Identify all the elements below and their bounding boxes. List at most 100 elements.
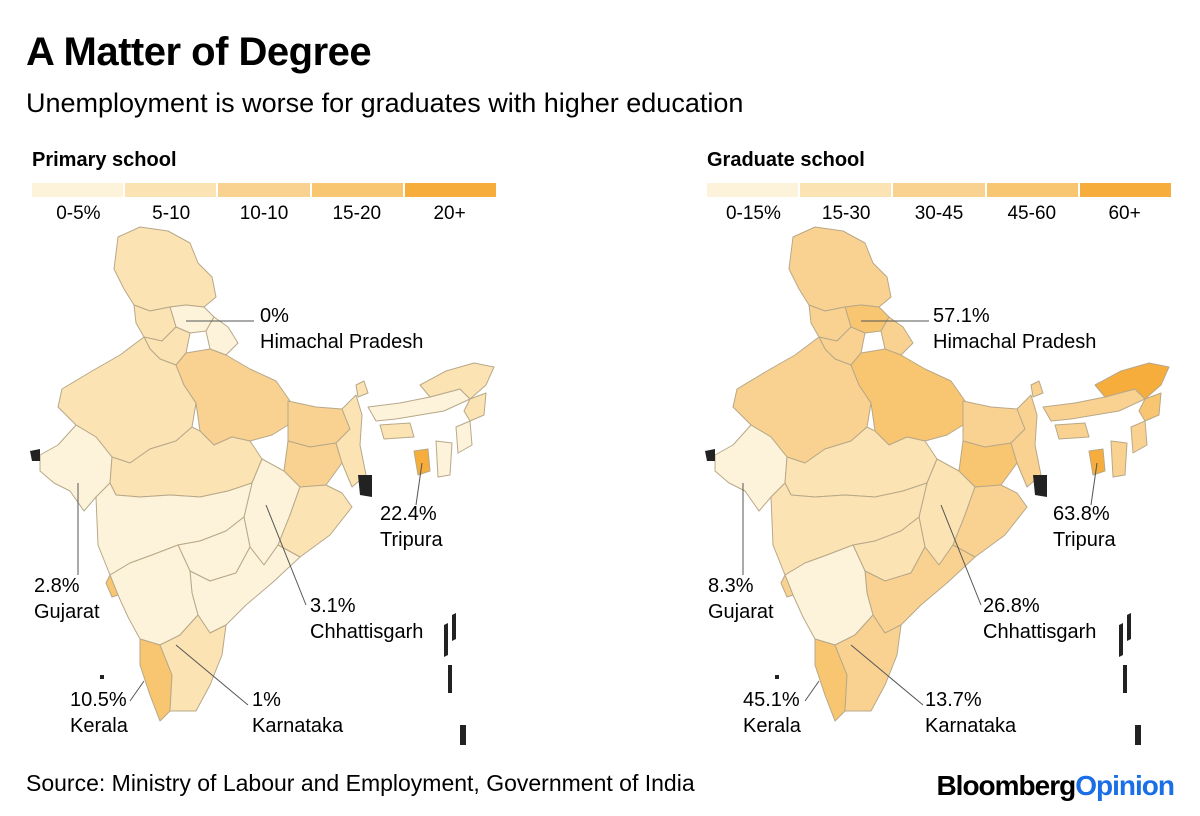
callout-state: Gujarat: [34, 601, 100, 623]
state-meghalaya: [379, 422, 415, 440]
state-tamil-nadu: [834, 614, 902, 712]
primary-school-map: [0, 145, 520, 765]
state-sikkim: [355, 380, 369, 398]
callout-tripura: 63.8% Tripura: [1053, 501, 1116, 553]
callout-value: 8.3%: [708, 575, 754, 597]
callout-state: Chhattisgarh: [310, 621, 424, 643]
callout-value: 1%: [252, 689, 281, 711]
callout-value: 2.8%: [34, 575, 80, 597]
legend-label: 15-30: [821, 203, 871, 224]
callout-chhattisgarh: 26.8% Chhattisgarh: [983, 593, 1096, 645]
state-uttar-pradesh: [175, 348, 291, 446]
state-jammu-kashmir: [113, 226, 217, 312]
callout-leaders-primary: [77, 320, 423, 706]
state-nagaland: [463, 392, 487, 422]
chart-subtitle: Unemployment is worse for graduates with…: [26, 88, 744, 118]
callout-value: 26.8%: [983, 595, 1040, 617]
legend-label: 15-20: [332, 203, 382, 224]
graduate-school-title: Graduate school: [707, 149, 865, 171]
legend-swatch-2: [800, 183, 892, 197]
callout-value: 45.1%: [743, 689, 800, 711]
state-goa: [780, 574, 794, 598]
callout-state: Himachal Pradesh: [260, 331, 424, 353]
legend-swatch-5: [404, 183, 497, 197]
legend-swatch-1: [32, 183, 124, 197]
state-manipur: [455, 420, 473, 454]
state-arunachal: [1094, 362, 1170, 400]
brand-part-1: Bloomberg: [936, 770, 1076, 801]
callout-value: 0%: [260, 305, 289, 327]
primary-school-map-panel: Primary school 0-5% 5-10 10-10 15-20 20+…: [0, 145, 500, 765]
callout-tripura: 22.4% Tripura: [380, 501, 443, 553]
callout-value: 22.4%: [380, 503, 437, 525]
primary-legend-labels: 0-5% 5-10 10-10 15-20 20+: [32, 203, 496, 225]
graduate-school-map: [675, 145, 1195, 765]
callout-value: 13.7%: [925, 689, 982, 711]
graduate-legend-labels: 0-15% 15-30 30-45 45-60 60+: [707, 203, 1171, 225]
state-mizoram: [435, 440, 453, 478]
callout-state: Chhattisgarh: [983, 621, 1097, 643]
callout-kerala: 10.5% Kerala: [70, 687, 128, 739]
legend-label: 0-5%: [56, 203, 101, 224]
legend-swatch-3: [893, 183, 985, 197]
callout-state: Kerala: [70, 715, 128, 737]
callout-kerala: 45.1% Kerala: [743, 687, 801, 739]
india-map-primary: [30, 226, 495, 745]
primary-school-title: Primary school: [32, 149, 177, 171]
callout-value: 57.1%: [933, 305, 990, 327]
callout-value: 3.1%: [310, 595, 356, 617]
callout-gujarat: 8.3% Gujarat: [708, 573, 774, 625]
state-meghalaya: [1054, 422, 1090, 440]
source-note: Source: Ministry of Labour and Employmen…: [26, 770, 695, 796]
state-jammu-kashmir: [788, 226, 892, 312]
state-tripura: [1088, 448, 1106, 476]
state-nagaland: [1138, 392, 1162, 422]
primary-legend-bar: [32, 183, 497, 197]
callout-state: Karnataka: [252, 715, 344, 737]
legend-label: 5-10: [152, 203, 191, 224]
callout-state: Gujarat: [708, 601, 774, 623]
state-mizoram: [1110, 440, 1128, 478]
callout-value: 10.5%: [70, 689, 127, 711]
state-assam: [367, 388, 471, 422]
state-manipur: [1130, 420, 1148, 454]
callout-value: 63.8%: [1053, 503, 1110, 525]
callout-leaders-graduate: [742, 320, 1098, 706]
callout-state: Tripura: [380, 529, 443, 551]
bloomberg-opinion-logo: BloombergOpinion: [936, 770, 1175, 802]
callout-gujarat: 2.8% Gujarat: [34, 573, 100, 625]
legend-label: 30-45: [914, 203, 964, 224]
state-assam: [1042, 388, 1146, 422]
state-tamil-nadu: [159, 614, 227, 712]
graduate-legend-bar: [707, 183, 1172, 197]
state-tripura: [413, 448, 431, 476]
legend-swatch-1: [707, 183, 799, 197]
graduate-school-map-panel: Graduate school 0-15% 15-30 30-45 45-60 …: [675, 145, 1175, 765]
state-odisha: [277, 484, 353, 558]
callout-state: Himachal Pradesh: [933, 331, 1097, 353]
india-map-graduate: [705, 226, 1170, 745]
callout-state: Karnataka: [925, 715, 1017, 737]
legend-label: 20+: [433, 203, 466, 224]
brand-part-2: Opinion: [1075, 770, 1175, 801]
legend-label: 0-15%: [725, 203, 781, 224]
callout-himachal: 0% Himachal Pradesh: [260, 303, 423, 355]
state-arunachal: [419, 362, 495, 400]
state-uttar-pradesh: [850, 348, 966, 446]
legend-label: 10-10: [239, 203, 289, 224]
state-sikkim: [1030, 380, 1044, 398]
callout-state: Tripura: [1053, 529, 1116, 551]
legend-swatch-4: [986, 183, 1078, 197]
callout-himachal: 57.1% Himachal Pradesh: [933, 303, 1096, 355]
legend-swatch-2: [125, 183, 217, 197]
legend-label: 60+: [1108, 203, 1141, 224]
callout-state: Kerala: [743, 715, 801, 737]
legend-swatch-4: [311, 183, 403, 197]
callout-karnataka: 13.7% Karnataka: [925, 687, 1016, 739]
state-odisha: [952, 484, 1028, 558]
state-goa: [105, 574, 119, 598]
legend-swatch-3: [218, 183, 310, 197]
callout-chhattisgarh: 3.1% Chhattisgarh: [310, 593, 423, 645]
chart-title: A Matter of Degree: [26, 30, 372, 74]
legend-label: 45-60: [1007, 203, 1057, 224]
